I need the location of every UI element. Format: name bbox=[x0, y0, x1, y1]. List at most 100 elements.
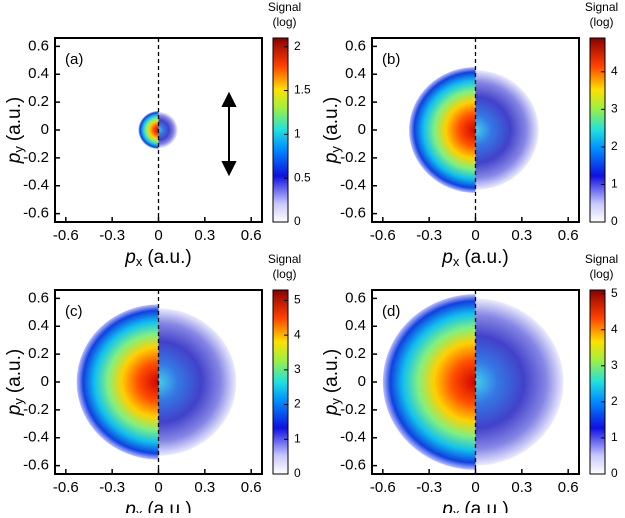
colorbar-tick-label: 2 bbox=[611, 139, 618, 153]
x-axis-label: px (a.u.) bbox=[441, 499, 508, 513]
unit: (a.u.) bbox=[464, 247, 508, 268]
y-tick-label: -0.4 bbox=[23, 177, 49, 194]
colorbar-tick-label: 1 bbox=[294, 127, 301, 141]
subscript: y bbox=[11, 146, 26, 153]
y-tick-label: 0.4 bbox=[345, 317, 366, 334]
unit: (a.u.) bbox=[4, 349, 25, 393]
colorbar-title: Signal bbox=[268, 252, 301, 266]
colorbar-tick-label: 1.5 bbox=[294, 83, 311, 97]
colorbar-tick-label: 1 bbox=[611, 177, 618, 191]
panel-label: (a) bbox=[65, 51, 83, 68]
x-axis-label: px (a.u.) bbox=[124, 499, 191, 513]
unit: (a.u.) bbox=[321, 97, 342, 141]
colorbar-tick-label: 2 bbox=[611, 394, 618, 408]
panel-label: (c) bbox=[65, 303, 83, 320]
y-tick-label: -0.6 bbox=[340, 457, 366, 474]
x-tick-label: -0.3 bbox=[416, 227, 442, 244]
image-left bbox=[138, 110, 159, 150]
y-tick-label: 0.2 bbox=[28, 93, 49, 110]
colorbar-title: Signal bbox=[268, 0, 301, 14]
symbol: p bbox=[124, 247, 136, 268]
x-tick-label: 0 bbox=[471, 227, 479, 244]
y-tick-label: 0.2 bbox=[28, 345, 49, 362]
colorbar-tick-label: 1 bbox=[611, 430, 618, 444]
x-tick-label: 0 bbox=[471, 479, 479, 496]
x-axis-label: px (a.u.) bbox=[124, 247, 191, 269]
x-tick-label: 0 bbox=[154, 227, 162, 244]
x-tick-label: 0.3 bbox=[511, 227, 532, 244]
y-tick-label: -0.6 bbox=[23, 457, 49, 474]
colorbar-tick-label: 2 bbox=[294, 39, 301, 53]
colorbar-title: Signal bbox=[585, 0, 618, 14]
y-tick-label: 0.6 bbox=[345, 289, 366, 306]
colorbar-tick-label: 4 bbox=[611, 322, 618, 336]
colorbar-title: (log) bbox=[589, 267, 613, 281]
y-tick-label: 0 bbox=[41, 373, 49, 390]
y-tick-label: -0.6 bbox=[23, 205, 49, 222]
y-tick-label: 0.4 bbox=[28, 317, 49, 334]
x-tick-label: -0.3 bbox=[99, 227, 125, 244]
colorbar bbox=[272, 289, 289, 475]
colorbar-tick-label: 3 bbox=[294, 362, 301, 376]
image-right bbox=[158, 111, 178, 149]
colorbar-title: Signal bbox=[585, 252, 618, 266]
momentum-image bbox=[382, 294, 564, 470]
image-left bbox=[409, 67, 476, 193]
colorbar bbox=[589, 289, 606, 475]
colorbar-tick-label: 3 bbox=[611, 358, 618, 372]
colorbar-title: (log) bbox=[589, 15, 613, 29]
y-tick-label: -0.4 bbox=[23, 429, 49, 446]
x-tick-label: 0.3 bbox=[194, 227, 215, 244]
momentum-image bbox=[76, 304, 237, 460]
subscript: x bbox=[136, 506, 143, 513]
y-tick-label: 0.4 bbox=[345, 65, 366, 82]
y-tick-label: -0.4 bbox=[340, 429, 366, 446]
colorbar-title: (log) bbox=[272, 15, 296, 29]
y-tick-label: 0.2 bbox=[345, 345, 366, 362]
colorbar bbox=[272, 37, 289, 223]
y-axis-label: py (a.u.) bbox=[321, 349, 343, 416]
panel-label: (b) bbox=[382, 51, 400, 68]
unit: (a.u.) bbox=[464, 499, 508, 513]
unit: (a.u.) bbox=[147, 499, 191, 513]
subscript: x bbox=[453, 254, 460, 269]
image-left bbox=[76, 304, 159, 460]
colorbar-tick-label: 5 bbox=[611, 286, 618, 300]
unit: (a.u.) bbox=[321, 349, 342, 393]
subscript: y bbox=[11, 398, 26, 405]
y-tick-label: 0.6 bbox=[345, 37, 366, 54]
momentum-image bbox=[138, 110, 178, 150]
colorbar-tick-label: 5 bbox=[294, 293, 301, 307]
x-tick-label: 0.6 bbox=[558, 227, 579, 244]
x-tick-label: -0.6 bbox=[53, 227, 79, 244]
x-tick-label: 0 bbox=[154, 479, 162, 496]
y-tick-label: -0.4 bbox=[340, 177, 366, 194]
symbol: p bbox=[124, 499, 136, 513]
symbol: p bbox=[441, 247, 453, 268]
colorbar-tick-label: 0 bbox=[294, 214, 301, 228]
symbol: p bbox=[441, 499, 453, 513]
y-tick-label: -0.2 bbox=[340, 149, 366, 166]
y-tick-label: -0.6 bbox=[340, 205, 366, 222]
y-tick-label: 0 bbox=[41, 121, 49, 138]
x-tick-label: -0.3 bbox=[99, 479, 125, 496]
subscript: x bbox=[136, 254, 143, 269]
unit: (a.u.) bbox=[147, 247, 191, 268]
y-axis-label: py (a.u.) bbox=[4, 97, 26, 164]
y-tick-label: -0.2 bbox=[23, 149, 49, 166]
colorbar-tick-label: 4 bbox=[611, 64, 618, 78]
colorbar-tick-label: 4 bbox=[294, 327, 301, 341]
x-tick-label: -0.6 bbox=[370, 227, 396, 244]
y-axis-label: py (a.u.) bbox=[4, 349, 26, 416]
panel-label: (d) bbox=[382, 303, 400, 320]
colorbar-tick-label: 0.5 bbox=[294, 170, 311, 184]
colorbar-title: (log) bbox=[272, 267, 296, 281]
x-axis-label: px (a.u.) bbox=[441, 247, 508, 269]
y-tick-label: -0.2 bbox=[340, 401, 366, 418]
x-tick-label: -0.6 bbox=[53, 479, 79, 496]
subscript: x bbox=[453, 506, 460, 513]
image-left bbox=[382, 294, 476, 470]
unit: (a.u.) bbox=[4, 97, 25, 141]
polarization-arrow bbox=[221, 91, 237, 177]
